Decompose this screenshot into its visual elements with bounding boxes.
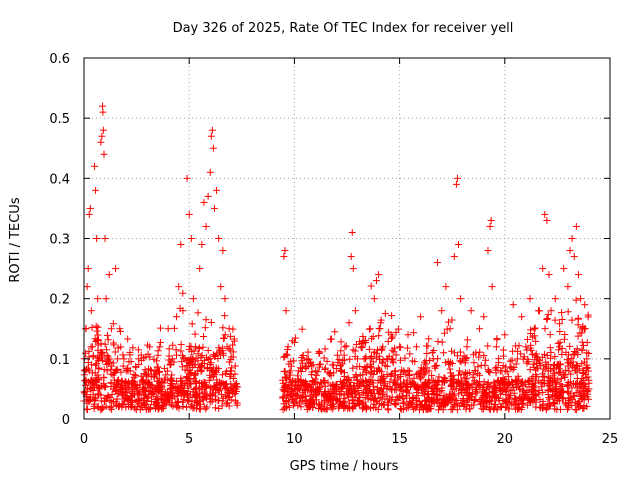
data-point (476, 349, 483, 356)
data-point (423, 343, 430, 350)
data-point (221, 312, 228, 319)
data-point (547, 344, 554, 351)
data-point (561, 336, 568, 343)
data-point (385, 338, 392, 345)
data-point (93, 323, 100, 330)
data-point (482, 357, 489, 364)
data-point (212, 404, 219, 411)
data-point (556, 328, 563, 335)
data-point (107, 404, 114, 411)
data-point (368, 283, 375, 290)
data-point (544, 315, 551, 322)
data-point (317, 361, 324, 368)
data-point (205, 347, 212, 354)
data-point (512, 342, 519, 349)
data-point (585, 350, 592, 357)
data-point (222, 331, 229, 338)
data-point (458, 358, 465, 365)
data-point (179, 290, 186, 297)
data-point (298, 403, 305, 410)
data-point (532, 338, 539, 345)
data-point (162, 371, 169, 378)
data-point (390, 359, 397, 366)
data-point (509, 348, 516, 355)
data-point (196, 344, 203, 351)
data-point (86, 353, 93, 360)
data-point (94, 324, 101, 331)
data-point (93, 328, 100, 335)
data-point (435, 406, 442, 413)
data-point (349, 365, 356, 372)
data-point (509, 357, 516, 364)
data-point (375, 332, 382, 339)
data-point (493, 336, 500, 343)
data-point (382, 310, 389, 317)
data-point (102, 341, 109, 348)
data-point (439, 339, 446, 346)
data-point (567, 371, 574, 378)
data-point (573, 297, 580, 304)
data-point (423, 350, 430, 357)
data-point (119, 351, 126, 358)
data-point (547, 349, 554, 356)
data-point (456, 367, 463, 374)
data-point (552, 317, 559, 324)
data-point (569, 317, 576, 324)
data-point (322, 345, 329, 352)
data-point (565, 368, 572, 375)
data-point (299, 326, 306, 333)
data-point (388, 312, 395, 319)
data-point (166, 345, 173, 352)
data-point (124, 335, 131, 342)
data-point (199, 344, 206, 351)
data-point (154, 352, 161, 359)
data-point (478, 362, 485, 369)
data-point (194, 309, 201, 316)
data-point (232, 362, 239, 369)
data-point (171, 325, 178, 332)
data-point (202, 324, 209, 331)
data-point (157, 325, 164, 332)
data-point (565, 308, 572, 315)
chart-title: Day 326 of 2025, Rate Of TEC Index for r… (173, 21, 514, 36)
data-point (142, 366, 149, 373)
data-point (485, 368, 492, 375)
data-point (555, 346, 562, 353)
data-point (219, 371, 226, 378)
data-point (434, 338, 441, 345)
data-point (557, 339, 564, 346)
data-point (575, 333, 582, 340)
data-point (343, 343, 350, 350)
data-point (326, 370, 333, 377)
data-point (337, 347, 344, 354)
data-point (566, 343, 573, 350)
data-point (177, 347, 184, 354)
data-point (585, 313, 592, 320)
data-point (225, 345, 232, 352)
data-point (471, 359, 478, 366)
data-point (101, 384, 108, 391)
data-point (440, 349, 447, 356)
grid (84, 58, 610, 419)
data-point (341, 352, 348, 359)
data-point (555, 340, 562, 347)
data-point (457, 349, 464, 356)
data-point (397, 344, 404, 351)
data-point (328, 336, 335, 343)
data-point (169, 342, 176, 349)
data-point (532, 325, 539, 332)
data-point (547, 331, 554, 338)
data-points (81, 103, 593, 414)
data-point (104, 332, 111, 339)
